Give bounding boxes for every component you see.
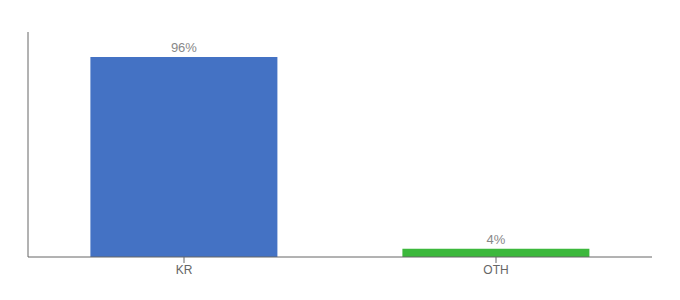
svg-text:OTH: OTH [483,263,508,277]
svg-text:KR: KR [176,263,193,277]
svg-text:4%: 4% [487,232,506,247]
svg-text:96%: 96% [171,40,197,55]
